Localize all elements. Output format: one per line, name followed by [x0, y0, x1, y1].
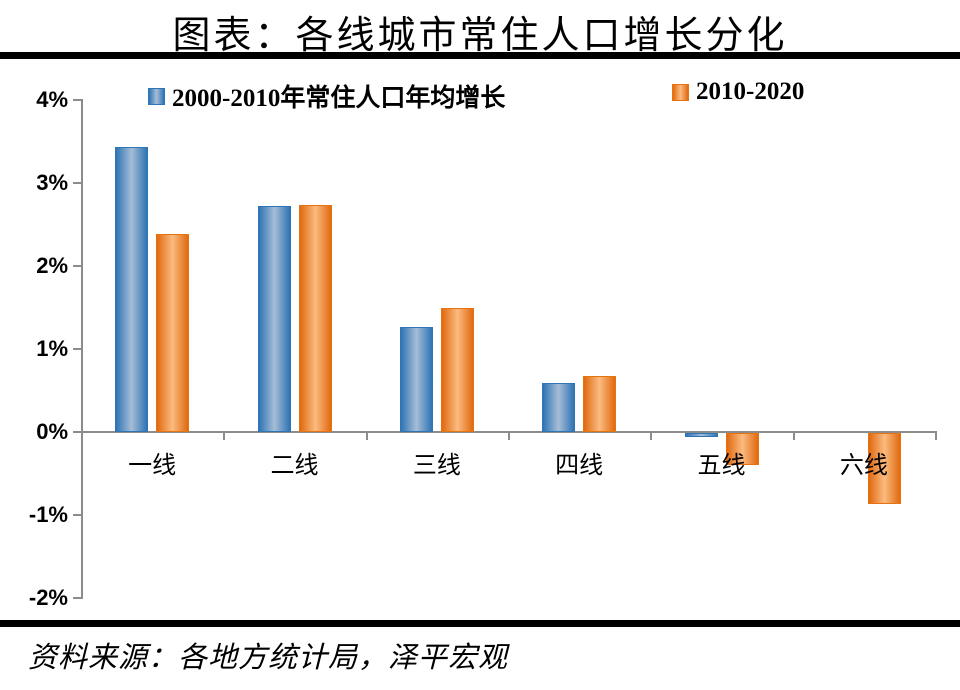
y-axis-tick: [73, 514, 83, 516]
legend-item-2010-2020: 2010-2020: [672, 78, 804, 106]
x-axis-tick: [81, 433, 83, 440]
x-axis-tick: [935, 433, 937, 440]
x-axis-tick: [650, 433, 653, 440]
y-axis-tick-label: 1%: [36, 336, 68, 361]
bar-blue-四线: [542, 383, 576, 432]
x-category-label: 六线: [839, 453, 888, 479]
y-axis-tick-label: -1%: [28, 502, 68, 527]
top-divider-line: [0, 52, 960, 59]
x-axis-tick: [792, 433, 795, 440]
legend-label-2010-2020: 2010-2020: [696, 78, 805, 105]
y-axis-tick-label: 4%: [36, 87, 68, 112]
x-axis-tick: [365, 433, 368, 440]
bar-blue-二线: [257, 206, 291, 432]
y-axis-tick: [73, 99, 83, 101]
chart-title: 图表：各线城市常住人口增长分化: [172, 15, 788, 57]
x-axis-line: [81, 431, 937, 433]
legend-label-2000-2010: 2000-2010年常住人口年均增长: [172, 85, 506, 112]
x-category-label: 三线: [412, 453, 461, 479]
bar-orange-四线: [583, 376, 617, 432]
y-axis-tick: [73, 265, 83, 267]
y-axis-tick-label: -2%: [28, 585, 68, 610]
x-axis-tick: [508, 433, 510, 440]
legend-item-2000-2010: 2000-2010年常住人口年均增长: [148, 78, 505, 114]
y-axis-tick-label: 3%: [36, 170, 68, 195]
y-axis-tick-label: 2%: [36, 253, 68, 278]
x-category-label: 一线: [128, 453, 177, 479]
bottom-divider-line: [0, 620, 960, 627]
bar-orange-六线: [867, 433, 901, 504]
source-note: 资料来源：各地方统计局，泽平宏观: [28, 642, 509, 674]
bar-blue-五线: [684, 433, 718, 438]
bar-orange-三线: [440, 308, 474, 432]
bar-orange-五线: [725, 433, 759, 465]
bar-blue-三线: [399, 327, 433, 432]
bar-blue-一线: [115, 147, 149, 432]
x-axis-tick: [223, 433, 226, 440]
y-axis-tick-label: 0%: [36, 419, 68, 444]
x-category-label: 二线: [270, 453, 319, 479]
y-axis-tick: [73, 597, 83, 599]
y-axis-tick: [73, 431, 83, 433]
y-axis-tick: [73, 182, 83, 184]
bar-orange-二线: [298, 205, 332, 432]
x-category-label: 五线: [697, 453, 746, 479]
legend-swatch-blue-icon: [148, 87, 165, 105]
y-axis-tick: [73, 348, 83, 350]
legend-swatch-orange-icon: [672, 83, 689, 101]
x-category-label: 四线: [555, 453, 604, 479]
bar-orange-一线: [156, 234, 190, 432]
